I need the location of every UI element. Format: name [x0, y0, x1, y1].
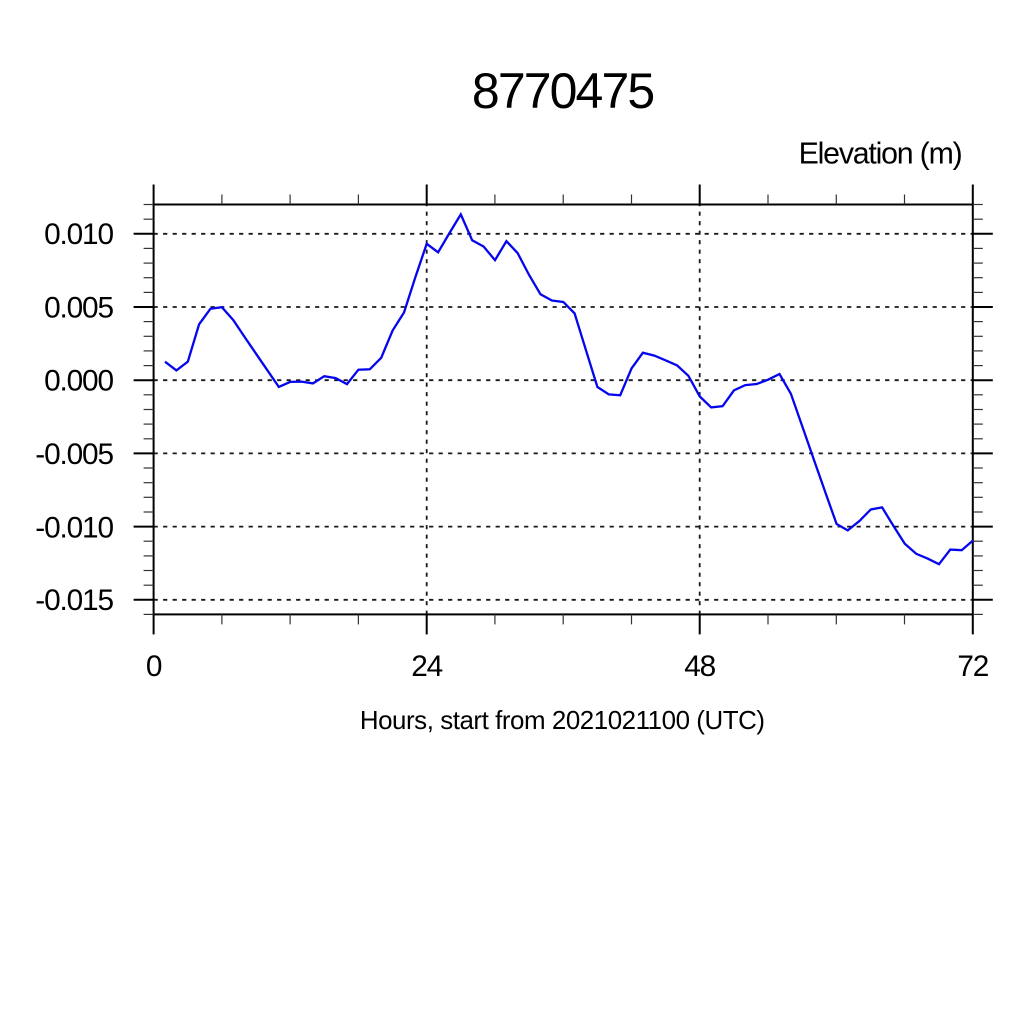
svg-text:Elevation (m): Elevation (m): [799, 138, 962, 171]
svg-text:0: 0: [146, 650, 162, 683]
svg-text:0.010: 0.010: [44, 218, 113, 251]
svg-text:Hours, start from 2021021100 (: Hours, start from 2021021100 (UTC): [360, 707, 765, 735]
svg-text:-0.005: -0.005: [35, 438, 113, 471]
svg-text:0.000: 0.000: [44, 365, 113, 398]
svg-text:48: 48: [684, 650, 715, 683]
svg-text:0.005: 0.005: [44, 292, 113, 325]
svg-text:8770475: 8770475: [472, 63, 653, 119]
svg-text:-0.010: -0.010: [35, 511, 113, 544]
svg-text:72: 72: [957, 650, 988, 683]
svg-text:-0.015: -0.015: [35, 584, 113, 617]
svg-text:24: 24: [411, 650, 442, 683]
